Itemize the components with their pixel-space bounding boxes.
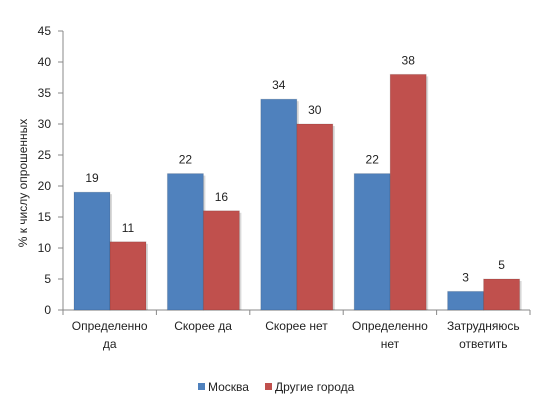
y-tick-label: 15	[38, 210, 52, 224]
x-category-label: Скорее нет	[265, 319, 328, 333]
bar-series2	[389, 73, 427, 311]
x-axis-labels: Определенно да Скорее да Скорее нет Определе…	[72, 319, 520, 351]
data-label: 22	[179, 153, 193, 167]
y-tick-label: 40	[38, 55, 52, 69]
data-label: 22	[366, 153, 380, 167]
legend: Москва Другие города	[198, 380, 355, 394]
x-category-label: Определенно нет	[352, 319, 428, 351]
y-tick-label: 45	[38, 24, 52, 38]
y-tick-label: 20	[38, 179, 52, 193]
y-tick-label: 10	[38, 241, 52, 255]
data-label: 30	[308, 103, 322, 117]
x-category-label: Определенно да	[72, 319, 148, 351]
legend-swatch	[198, 383, 205, 390]
bar-shadow	[519, 281, 522, 310]
x-category-label: Затрудняюсь ответить	[447, 319, 520, 351]
bar-shadow	[239, 212, 242, 310]
legend-label: Москва	[208, 380, 249, 394]
y-tick-label: 5	[44, 272, 51, 286]
y-tick-label: 25	[38, 148, 52, 162]
legend-swatch	[265, 383, 272, 390]
bar-shadow	[146, 243, 148, 310]
bar-shadow	[332, 126, 335, 310]
bar-shadow	[426, 76, 429, 311]
bar-series2	[202, 210, 240, 311]
bar-series2	[109, 241, 147, 311]
data-label: 11	[122, 221, 135, 235]
data-label: 38	[402, 53, 416, 67]
data-labels: 19 22 34 22 3 11 16 30 38 5	[85, 53, 505, 284]
bars	[73, 73, 522, 311]
bar-series1	[447, 290, 485, 311]
data-label: 19	[85, 171, 99, 185]
data-label: 16	[215, 190, 229, 204]
y-axis-ticks: 0 5 10 15 20 25 30 35 40 45	[38, 24, 63, 317]
y-tick-label: 35	[38, 86, 52, 100]
data-label: 34	[272, 78, 286, 92]
x-category-label: Скорее да	[174, 319, 232, 333]
bar-series1	[353, 173, 391, 311]
data-label: 5	[498, 258, 505, 272]
bar-series1	[166, 173, 204, 311]
y-axis-label: % к числу опрошенных	[16, 119, 30, 248]
bar-series1	[260, 98, 298, 311]
data-label: 3	[462, 270, 469, 284]
y-tick-label: 0	[44, 303, 51, 317]
legend-label: Другие города	[275, 380, 355, 394]
y-tick-label: 30	[38, 117, 52, 131]
bar-series2	[296, 123, 334, 311]
bar-series1	[73, 191, 111, 311]
bar-series2	[483, 278, 521, 311]
